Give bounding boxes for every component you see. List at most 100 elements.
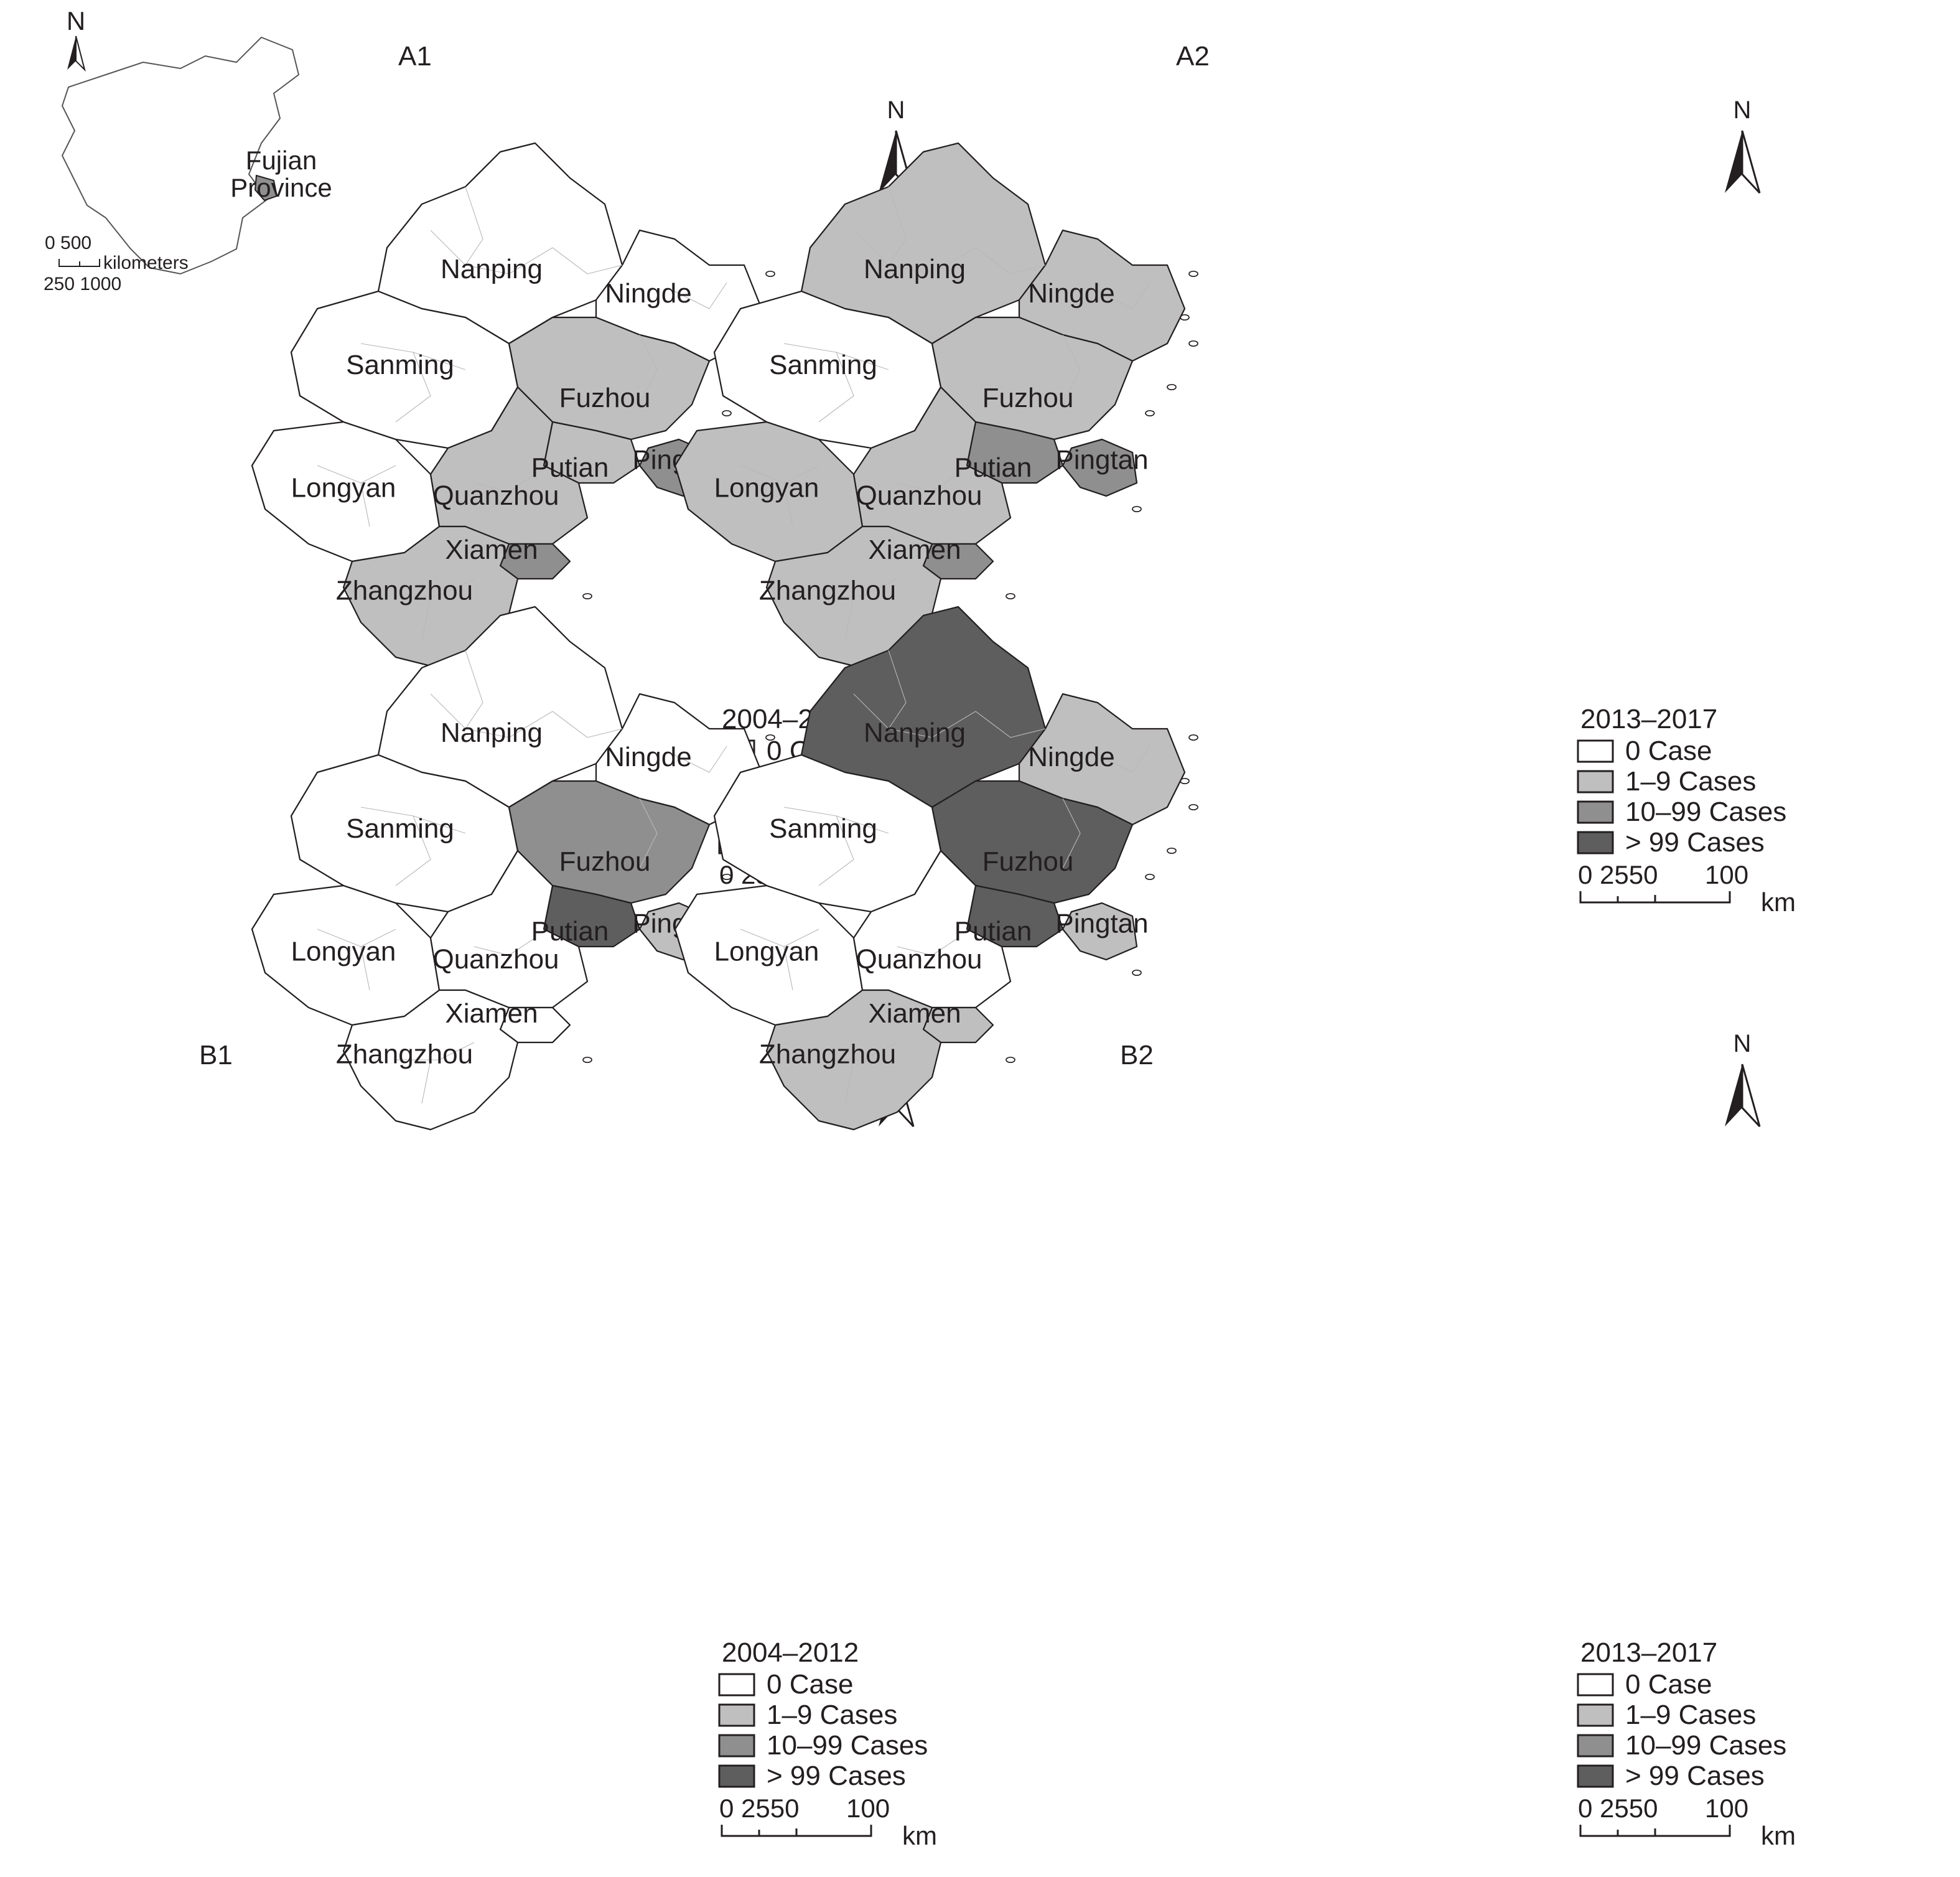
county-boundary: [360, 482, 370, 527]
legend-label: 1–9 Cases: [767, 1700, 897, 1730]
legend-swatch: [1577, 739, 1614, 763]
county-boundary: [465, 650, 483, 729]
city-label-ningde: Ningde: [605, 742, 691, 772]
island: [1180, 314, 1190, 321]
county-boundary: [975, 247, 1046, 274]
scale-ticks-label: 0 2550: [719, 1794, 799, 1823]
island: [722, 410, 732, 417]
county-boundary: [888, 186, 907, 266]
legend-label: 1–9 Cases: [1625, 1700, 1756, 1730]
county-boundary: [395, 815, 431, 886]
county-boundary: [818, 352, 854, 423]
county-boundary: [395, 578, 475, 597]
legend-swatch: [718, 1764, 755, 1788]
legend-swatch: [1577, 1764, 1614, 1788]
scale-unit: km: [902, 1821, 937, 1850]
scale-ticks-label: 0 2550: [1578, 860, 1658, 889]
city-label-nanping: Nanping: [441, 718, 543, 748]
scale-end-label: 100: [846, 1794, 890, 1823]
city-label-zhangzhou: Zhangzhou: [336, 576, 473, 606]
county-boundary: [844, 596, 854, 640]
legend-swatch: [1577, 1734, 1614, 1758]
city-label-putian: Putian: [954, 452, 1032, 483]
legend-label: 1–9 Cases: [1625, 766, 1756, 797]
city-label-ningde: Ningde: [605, 278, 691, 309]
city-label-sanming: Sanming: [346, 813, 454, 844]
fujian-map: [251, 606, 775, 1131]
county-boundary: [474, 937, 536, 956]
prefecture-pingtan: [1062, 902, 1138, 961]
county-boundary: [818, 578, 898, 597]
north-arrow-icon: [1725, 1064, 1742, 1126]
city-label-ningde: Ningde: [1028, 278, 1114, 309]
scale-ticks-label: 0 2550: [1578, 1794, 1658, 1823]
county-boundary: [430, 230, 553, 274]
city-label-longyan: Longyan: [714, 936, 819, 967]
legend-swatch: [718, 1673, 755, 1697]
fujian-map: [674, 142, 1198, 667]
map-panel-b2: B2 Nanping Ningde Sanming Fuzhou Putian Pingta…: [674, 606, 1796, 1850]
city-label-sanming: Sanming: [769, 813, 877, 844]
north-label: N: [887, 96, 905, 124]
legend-swatch: [1577, 800, 1614, 824]
island: [582, 1056, 592, 1064]
city-label-zhangzhou: Zhangzhou: [759, 1039, 896, 1070]
north-arrow-icon: [879, 131, 896, 193]
fujian-highlight: [254, 174, 278, 202]
county-boundary: [783, 482, 793, 527]
county-boundary: [853, 693, 976, 738]
city-label-xiamen: Xiamen: [868, 998, 961, 1029]
island: [1145, 410, 1155, 417]
city-label-fuzhou: Fuzhou: [559, 383, 651, 413]
north-arrow-icon: [1725, 131, 1742, 193]
county-boundary: [897, 937, 959, 956]
city-label-sanming: Sanming: [346, 350, 454, 380]
north-label: N: [1734, 1030, 1752, 1057]
city-label-putian: Putian: [531, 452, 609, 483]
county-boundary: [853, 230, 976, 274]
island: [765, 270, 775, 278]
island: [722, 873, 732, 881]
legend-label: > 99 Cases: [767, 1761, 906, 1791]
city-label-fuzhou: Fuzhou: [559, 846, 651, 877]
county-boundary: [552, 711, 623, 738]
scale-end-label: 100: [1705, 860, 1748, 889]
county-boundary: [465, 186, 483, 266]
county-boundary: [818, 815, 854, 886]
city-label-nanping: Nanping: [864, 718, 966, 748]
legend-label: 10–99 Cases: [1625, 1730, 1786, 1761]
county-boundary: [421, 596, 431, 640]
city-label-sanming: Sanming: [769, 350, 877, 380]
island: [765, 734, 775, 741]
scale-unit: km: [1761, 1821, 1796, 1850]
county-boundary: [1097, 746, 1150, 773]
city-label-putian: Putian: [954, 916, 1032, 947]
scale-unit: km: [1761, 887, 1796, 917]
north-arrow-outline-icon: [1741, 130, 1761, 194]
island: [1145, 873, 1155, 881]
panel-label: A2: [1176, 41, 1210, 72]
city-label-quanzhou: Quanzhou: [856, 944, 982, 975]
island: [1167, 383, 1177, 391]
city-label-quanzhou: Quanzhou: [856, 480, 982, 511]
county-boundary: [552, 247, 623, 274]
legend-swatch: [1577, 770, 1614, 793]
county-boundary: [674, 282, 727, 309]
city-label-quanzhou: Quanzhou: [432, 480, 559, 511]
scale-bar: [1579, 1825, 1731, 1837]
city-label-zhangzhou: Zhangzhou: [336, 1039, 473, 1070]
inset-scale-top: 0 500: [45, 233, 91, 253]
fujian-map: [251, 142, 775, 667]
inset-label-fujian: Fujian: [246, 146, 317, 175]
county-boundary: [360, 946, 370, 991]
county-boundary: [430, 693, 553, 738]
county-boundary: [474, 474, 536, 492]
island: [1188, 734, 1198, 741]
legend-label: 0 Case: [1625, 736, 1712, 766]
panel-label: B2: [1120, 1040, 1154, 1070]
county-boundary: [1097, 282, 1150, 309]
legend-title: 2004–2012: [722, 1637, 859, 1668]
